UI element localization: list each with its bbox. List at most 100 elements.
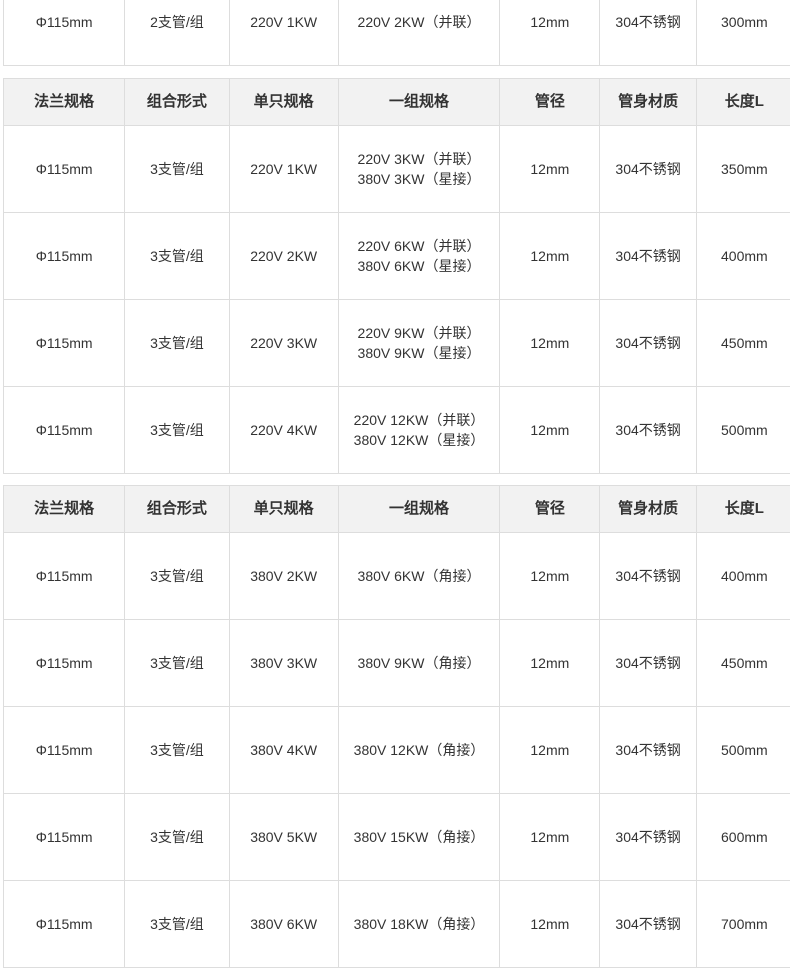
cell-tube-material: 304不锈钢 xyxy=(600,620,696,707)
cell-group-spec: 380V 9KW（角接） xyxy=(338,620,499,707)
cell-length: 450mm xyxy=(696,300,790,387)
cell-flange-spec: Φ115mm xyxy=(4,0,125,66)
cell-single-spec: 380V 5KW xyxy=(229,794,338,881)
group-spec-line: 220V 2KW（并联） xyxy=(339,12,499,32)
cell-combination: 3支管/组 xyxy=(125,794,229,881)
cell-length: 500mm xyxy=(696,387,790,474)
cell-tube-diameter: 12mm xyxy=(500,794,600,881)
cell-group-spec: 220V 3KW（并联）380V 3KW（星接） xyxy=(338,126,499,213)
cell-single-spec: 220V 2KW xyxy=(229,213,338,300)
header-combination: 组合形式 xyxy=(125,486,229,533)
cell-single-spec: 220V 1KW xyxy=(229,0,338,66)
header-tube-diameter: 管径 xyxy=(500,79,600,126)
cell-combination: 3支管/组 xyxy=(125,126,229,213)
cell-flange-spec: Φ115mm xyxy=(4,794,125,881)
group-spec-line: 220V 9KW（并联） xyxy=(339,323,499,343)
group-spec-line: 380V 3KW（星接） xyxy=(339,169,499,189)
header-combination: 组合形式 xyxy=(125,79,229,126)
cell-single-spec: 220V 1KW xyxy=(229,126,338,213)
header-flange-spec: 法兰规格 xyxy=(4,79,125,126)
cell-tube-material: 304不锈钢 xyxy=(600,794,696,881)
cell-combination: 3支管/组 xyxy=(125,707,229,794)
cell-flange-spec: Φ115mm xyxy=(4,620,125,707)
cell-combination: 2支管/组 xyxy=(125,0,229,66)
cell-flange-spec: Φ115mm xyxy=(4,300,125,387)
cell-group-spec: 220V 2KW（并联） xyxy=(338,0,499,66)
cell-tube-diameter: 12mm xyxy=(500,0,600,66)
cell-tube-diameter: 12mm xyxy=(500,300,600,387)
header-single-spec: 单只规格 xyxy=(229,79,338,126)
group-spec-line: 380V 6KW（角接） xyxy=(339,566,499,586)
header-row: 法兰规格组合形式单只规格一组规格管径管身材质长度L xyxy=(4,79,790,126)
cell-single-spec: 380V 4KW xyxy=(229,707,338,794)
cell-length: 500mm xyxy=(696,707,790,794)
cell-combination: 3支管/组 xyxy=(125,300,229,387)
cell-tube-diameter: 12mm xyxy=(500,387,600,474)
cell-tube-diameter: 12mm xyxy=(500,126,600,213)
cell-combination: 3支管/组 xyxy=(125,213,229,300)
cell-tube-material: 304不锈钢 xyxy=(600,533,696,620)
group-spec-line: 380V 12KW（星接） xyxy=(339,430,499,450)
cell-single-spec: 220V 3KW xyxy=(229,300,338,387)
header-group-spec: 一组规格 xyxy=(338,486,499,533)
group-spec-line: 380V 12KW（角接） xyxy=(339,740,499,760)
cell-tube-diameter: 12mm xyxy=(500,881,600,968)
cell-combination: 3支管/组 xyxy=(125,620,229,707)
cell-tube-material: 304不锈钢 xyxy=(600,126,696,213)
cell-single-spec: 220V 4KW xyxy=(229,387,338,474)
cell-length: 700mm xyxy=(696,881,790,968)
cell-tube-material: 304不锈钢 xyxy=(600,300,696,387)
cell-tube-material: 304不锈钢 xyxy=(600,0,696,66)
header-tube-diameter: 管径 xyxy=(500,486,600,533)
cell-tube-diameter: 12mm xyxy=(500,707,600,794)
group-spec-line: 380V 15KW（角接） xyxy=(339,827,499,847)
cell-group-spec: 380V 12KW（角接） xyxy=(338,707,499,794)
cell-length: 450mm xyxy=(696,620,790,707)
cell-flange-spec: Φ115mm xyxy=(4,387,125,474)
cell-tube-diameter: 12mm xyxy=(500,213,600,300)
cell-length: 400mm xyxy=(696,213,790,300)
cell-flange-spec: Φ115mm xyxy=(4,126,125,213)
cell-single-spec: 380V 3KW xyxy=(229,620,338,707)
cell-flange-spec: Φ115mm xyxy=(4,533,125,620)
cell-group-spec: 220V 6KW（并联）380V 6KW（星接） xyxy=(338,213,499,300)
header-length: 长度L xyxy=(696,486,790,533)
cell-combination: 3支管/组 xyxy=(125,387,229,474)
cell-length: 600mm xyxy=(696,794,790,881)
cell-group-spec: 220V 12KW（并联）380V 12KW（星接） xyxy=(338,387,499,474)
header-flange-spec: 法兰规格 xyxy=(4,486,125,533)
cell-length: 350mm xyxy=(696,126,790,213)
group-spec-line: 220V 3KW（并联） xyxy=(339,149,499,169)
cell-tube-material: 304不锈钢 xyxy=(600,387,696,474)
header-row: 法兰规格组合形式单只规格一组规格管径管身材质长度L xyxy=(4,486,790,533)
header-tube-material: 管身材质 xyxy=(600,486,696,533)
header-tube-material: 管身材质 xyxy=(600,79,696,126)
cell-combination: 3支管/组 xyxy=(125,533,229,620)
cell-group-spec: 220V 9KW（并联）380V 9KW（星接） xyxy=(338,300,499,387)
cell-flange-spec: Φ115mm xyxy=(4,213,125,300)
cell-tube-material: 304不锈钢 xyxy=(600,213,696,300)
cell-tube-diameter: 12mm xyxy=(500,533,600,620)
header-length: 长度L xyxy=(696,79,790,126)
cell-group-spec: 380V 18KW（角接） xyxy=(338,881,499,968)
cell-group-spec: 380V 15KW（角接） xyxy=(338,794,499,881)
header-single-spec: 单只规格 xyxy=(229,486,338,533)
cell-flange-spec: Φ115mm xyxy=(4,881,125,968)
group-spec-line: 380V 18KW（角接） xyxy=(339,914,499,934)
cell-single-spec: 380V 6KW xyxy=(229,881,338,968)
cell-flange-spec: Φ115mm xyxy=(4,707,125,794)
group-spec-line: 380V 6KW（星接） xyxy=(339,256,499,276)
cell-tube-material: 304不锈钢 xyxy=(600,881,696,968)
